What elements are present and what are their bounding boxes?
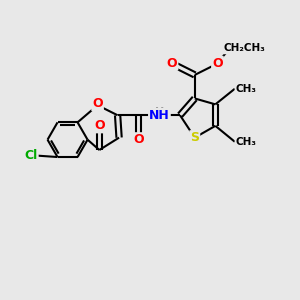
Text: O: O <box>92 97 103 110</box>
Text: O: O <box>94 119 105 132</box>
Text: Cl: Cl <box>24 149 38 162</box>
Text: NH: NH <box>149 109 170 122</box>
Text: S: S <box>190 131 199 144</box>
Text: O: O <box>212 57 223 70</box>
Text: O: O <box>134 133 144 146</box>
Text: H: H <box>155 107 164 117</box>
Text: CH₃: CH₃ <box>236 84 256 94</box>
Text: CH₂CH₃: CH₂CH₃ <box>223 44 265 53</box>
Text: O: O <box>167 57 177 70</box>
Text: CH₃: CH₃ <box>236 137 256 147</box>
